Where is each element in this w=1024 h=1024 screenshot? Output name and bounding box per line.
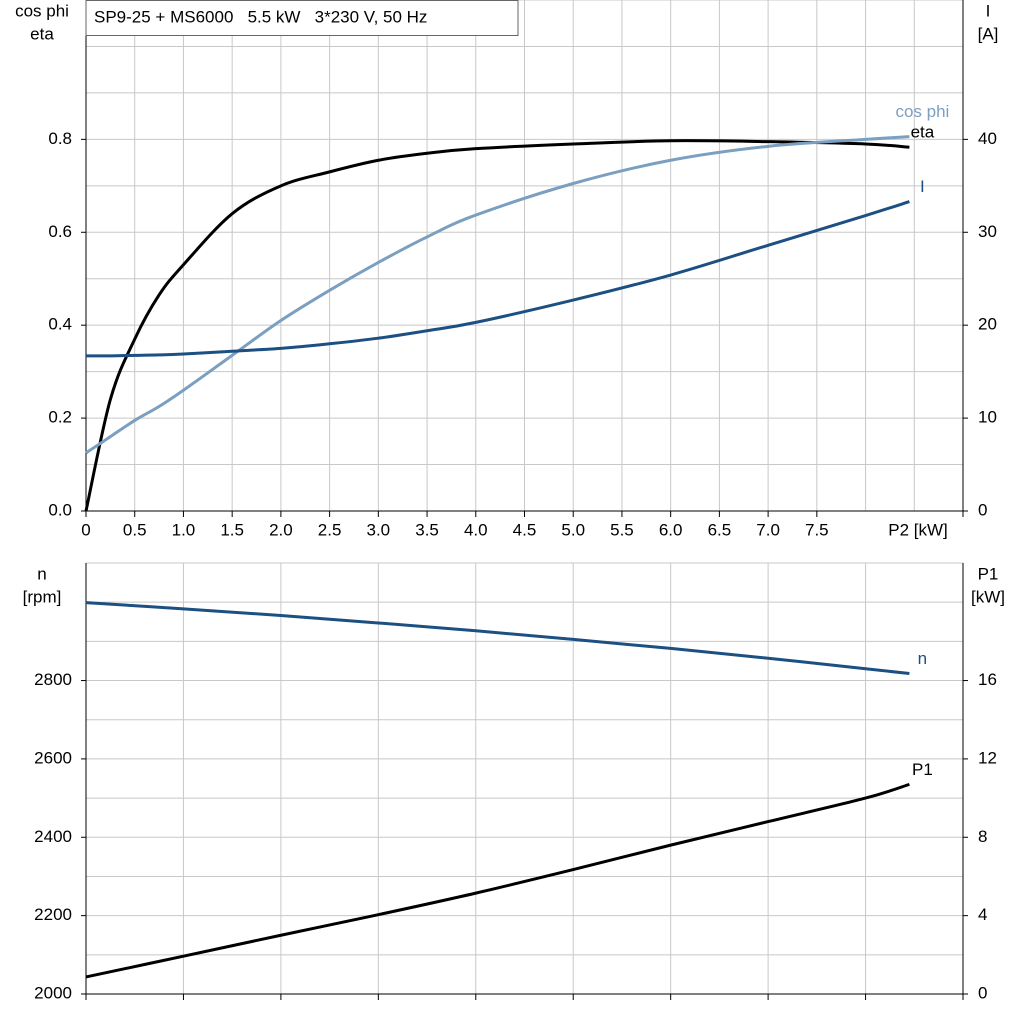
x-tick-label: 1.0: [172, 520, 196, 539]
y2-tick-label: 0: [978, 500, 987, 519]
series-line: [85, 601, 910, 675]
x-tick-label: 0.5: [123, 520, 147, 539]
x-tick-label: 2.5: [318, 520, 342, 539]
curve-label: cos phi: [895, 102, 949, 121]
y-tick-label: 0.4: [48, 315, 72, 334]
curve-label: n: [918, 649, 927, 668]
y2-axis-label: [A]: [978, 24, 999, 43]
y2-tick-label: 16: [978, 670, 997, 689]
x-tick-label: 2.0: [269, 520, 293, 539]
series-line: [84, 139, 910, 512]
x-tick-label: 3.5: [415, 520, 439, 539]
series-line: [85, 135, 910, 455]
x-tick-label: 7.5: [805, 520, 829, 539]
y2-tick-label: 10: [978, 408, 997, 427]
y-axis-label: [rpm]: [23, 587, 62, 606]
x-axis-label: P2 [kW]: [888, 520, 948, 539]
x-tick-label: 3.0: [367, 520, 391, 539]
y-tick-label: 2800: [34, 670, 72, 689]
curve-label: I: [920, 177, 925, 196]
y2-tick-label: 20: [978, 315, 997, 334]
y-tick-label: 0.0: [48, 500, 72, 519]
x-tick-label: 4.5: [513, 520, 537, 539]
x-tick-label: 1.5: [220, 520, 244, 539]
y2-tick-label: 0: [978, 983, 987, 1002]
y2-axis-label: I: [986, 1, 991, 20]
x-tick-label: 5.5: [610, 520, 634, 539]
y2-tick-label: 4: [978, 905, 987, 924]
y-tick-label: 2200: [34, 905, 72, 924]
curve-label: eta: [911, 123, 935, 142]
title-box: [85, 0, 519, 36]
y2-tick-label: 12: [978, 748, 997, 767]
chart-title: SP9-25 + MS6000 5.5 kW 3*230 V, 50 Hz: [94, 7, 427, 26]
x-tick-label: 6.5: [708, 520, 732, 539]
y2-tick-label: 40: [978, 129, 997, 148]
x-tick-label: 7.0: [756, 520, 780, 539]
curve-label: P1: [912, 760, 933, 779]
y-tick-label: 0.8: [48, 129, 72, 148]
y-axis-label: eta: [30, 24, 54, 43]
y-tick-label: 0.2: [48, 408, 72, 427]
x-tick-label: 4.0: [464, 520, 488, 539]
y-tick-label: 0.6: [48, 222, 72, 241]
series-line: [85, 782, 910, 979]
y-tick-label: 2400: [34, 827, 72, 846]
y-axis-label: cos phi: [15, 1, 69, 20]
x-tick-label: 6.0: [659, 520, 683, 539]
y-axis-label: n: [37, 564, 46, 583]
series-line: [85, 200, 910, 358]
y2-axis-label: P1: [978, 564, 999, 583]
y-tick-label: 2000: [34, 983, 72, 1002]
x-tick-label: 0: [81, 520, 90, 539]
y-tick-label: 2600: [34, 748, 72, 767]
y2-tick-label: 30: [978, 222, 997, 241]
y2-axis-label: [kW]: [971, 587, 1005, 606]
x-tick-label: 5.0: [561, 520, 585, 539]
y2-tick-label: 8: [978, 827, 987, 846]
